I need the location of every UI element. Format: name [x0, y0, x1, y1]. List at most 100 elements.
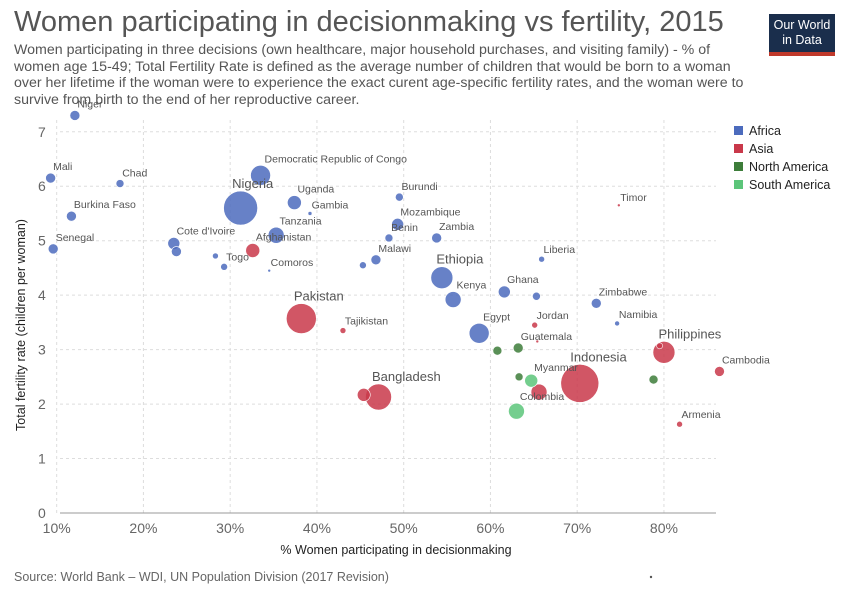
legend-item[interactable]: Asia — [749, 142, 773, 156]
x-tick-label: 10% — [43, 520, 71, 536]
point-label: Ghana — [507, 274, 539, 286]
data-point[interactable] — [384, 233, 394, 243]
point-label: Philippines — [658, 326, 721, 341]
legend-item[interactable]: Africa — [749, 124, 781, 138]
chart-title: Women participating in decisionmaking vs… — [14, 6, 724, 38]
data-point[interactable] — [530, 383, 548, 401]
point-label: Gambia — [312, 199, 349, 211]
data-point[interactable] — [714, 366, 725, 377]
data-point[interactable] — [656, 342, 663, 350]
point-label: Mali — [53, 161, 72, 173]
point-label: Bangladesh — [372, 369, 441, 384]
data-point[interactable] — [212, 252, 219, 260]
point-label: Armenia — [681, 409, 720, 421]
y-axis-ticks: 0 1 2 3 4 5 6 7 — [38, 124, 46, 521]
point-label: Nigeria — [232, 176, 274, 191]
data-point[interactable] — [538, 255, 545, 263]
data-point[interactable] — [286, 303, 317, 334]
data-point[interactable] — [115, 179, 125, 188]
data-point[interactable] — [47, 243, 59, 255]
point-label: Malawi — [378, 243, 411, 255]
x-tick-label: 40% — [303, 520, 331, 536]
data-point[interactable] — [590, 298, 602, 309]
point-label: Colombia — [520, 391, 565, 403]
data-point[interactable] — [498, 285, 511, 299]
data-point[interactable] — [267, 226, 285, 244]
data-point[interactable] — [66, 210, 77, 222]
data-point[interactable] — [267, 268, 272, 273]
legend-swatch — [734, 126, 743, 135]
data-point[interactable] — [69, 110, 81, 121]
point-labels: Indonesia Nigeria Pakistan Bangladesh Ethiop… — [53, 98, 770, 421]
data-point[interactable] — [220, 263, 228, 271]
data-point[interactable] — [514, 372, 524, 382]
point-label: Myanmar — [534, 362, 578, 374]
point-label: Pakistan — [294, 289, 344, 304]
point-label: Togo — [226, 251, 249, 263]
point-label: Ethiopia — [436, 252, 484, 267]
data-point[interactable] — [444, 291, 462, 308]
chart-subtitle: Women participating in three decisions (… — [14, 42, 744, 108]
point-label: Mozambique — [400, 206, 460, 218]
data-point[interactable] — [431, 232, 442, 244]
data-point[interactable] — [531, 321, 538, 329]
data-point[interactable] — [676, 420, 683, 428]
data-point[interactable] — [370, 254, 382, 266]
y-axis-label: Total fertility rate (children per woman… — [14, 219, 28, 431]
data-point[interactable] — [250, 165, 271, 186]
point-label: Namibia — [619, 309, 658, 321]
point-label: Niger — [77, 98, 103, 110]
data-point[interactable] — [223, 190, 258, 226]
data-point[interactable] — [492, 345, 503, 356]
point-label: Kenya — [457, 280, 487, 292]
data-point[interactable] — [512, 342, 524, 354]
legend-item[interactable]: South America — [749, 178, 830, 192]
data-point[interactable] — [430, 266, 454, 290]
legend-swatch — [734, 180, 743, 189]
data-point[interactable] — [395, 192, 404, 202]
point-label: Cote d'Ivoire — [177, 225, 236, 237]
data-point[interactable] — [339, 327, 347, 334]
point-label: Egypt — [483, 311, 510, 323]
point-label: Chad — [122, 168, 147, 180]
point-label: Timor — [620, 192, 647, 204]
point-label: Cambodia — [722, 354, 770, 366]
legend-swatch — [734, 144, 743, 153]
point-label: Burundi — [402, 181, 438, 193]
y-tick-label: 5 — [38, 233, 46, 249]
point-label: Zambia — [439, 221, 474, 233]
y-tick-label: 0 — [38, 505, 46, 521]
data-point[interactable] — [356, 388, 371, 402]
data-point[interactable] — [287, 195, 302, 210]
x-axis-label: % Women participating in decisionmaking — [280, 543, 511, 557]
data-point[interactable] — [45, 172, 56, 184]
data-point[interactable] — [532, 291, 541, 301]
legend-item[interactable]: North America — [749, 160, 828, 174]
data-point[interactable] — [307, 211, 313, 216]
data-point[interactable] — [617, 203, 621, 208]
data-point[interactable] — [614, 320, 620, 327]
data-point[interactable] — [391, 218, 404, 231]
data-point[interactable] — [245, 243, 261, 258]
legend-swatch — [734, 162, 743, 171]
data-point[interactable] — [524, 373, 539, 388]
owid-logo[interactable]: Our World in Data — [769, 14, 835, 56]
data-point[interactable] — [652, 341, 676, 364]
decorative-dot — [649, 575, 653, 579]
y-tick-label: 6 — [38, 178, 46, 194]
data-point[interactable] — [535, 339, 540, 344]
data-point[interactable] — [560, 364, 600, 403]
point-label: Tanzania — [280, 215, 322, 227]
data-point[interactable] — [171, 246, 182, 257]
gridlines — [56, 120, 716, 514]
point-label: Burkina Faso — [74, 199, 136, 211]
point-label: Afghanistan — [256, 232, 312, 244]
data-point[interactable] — [508, 402, 525, 420]
data-point[interactable] — [359, 261, 367, 270]
point-label: Liberia — [544, 244, 576, 256]
logo-line-1: Our World — [773, 18, 831, 32]
point-label: Jordan — [537, 310, 569, 322]
data-point[interactable] — [468, 322, 490, 344]
data-point[interactable] — [648, 374, 659, 385]
